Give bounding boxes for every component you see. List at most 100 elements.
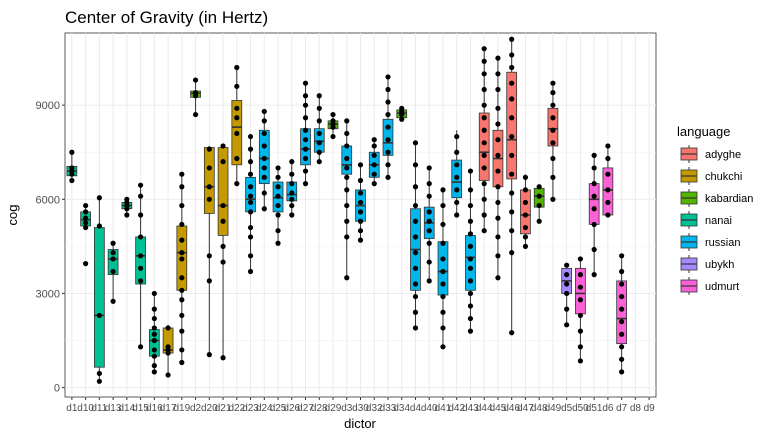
data-point	[468, 316, 473, 321]
data-point	[427, 181, 432, 186]
data-point	[317, 93, 322, 98]
data-point	[262, 175, 267, 180]
legend-label: kabardian	[705, 193, 753, 205]
data-point	[482, 140, 487, 145]
data-point	[509, 115, 514, 120]
data-point	[372, 162, 377, 167]
data-point	[193, 90, 198, 95]
data-point	[605, 187, 610, 192]
data-point	[248, 147, 253, 152]
data-point	[550, 197, 555, 202]
data-point	[495, 234, 500, 239]
data-point	[344, 275, 349, 280]
data-point	[220, 219, 225, 224]
data-point	[468, 278, 473, 283]
data-point	[152, 363, 157, 368]
data-point	[564, 263, 569, 268]
data-point	[303, 156, 308, 161]
data-point	[207, 165, 212, 170]
data-point	[523, 187, 528, 192]
data-point	[413, 184, 418, 189]
data-point	[248, 234, 253, 239]
data-point	[248, 200, 253, 205]
data-point	[592, 206, 597, 211]
data-point	[385, 112, 390, 117]
data-point	[482, 59, 487, 64]
x-tick-label: d51	[586, 403, 603, 414]
x-tick-label: d8	[630, 403, 642, 414]
data-point	[427, 209, 432, 214]
data-point	[413, 310, 418, 315]
data-point	[578, 358, 583, 363]
data-point	[317, 150, 322, 155]
data-point	[578, 344, 583, 349]
data-point	[523, 244, 528, 249]
data-point	[83, 216, 88, 221]
data-point	[537, 184, 542, 189]
data-point	[454, 134, 459, 139]
data-point	[482, 128, 487, 133]
data-point	[372, 143, 377, 148]
x-tick-label: d19	[173, 403, 190, 414]
data-point	[413, 281, 418, 286]
data-point	[289, 212, 294, 217]
legend-label: chukchi	[705, 171, 742, 183]
data-point	[138, 253, 143, 258]
data-point	[605, 156, 610, 161]
data-point	[592, 165, 597, 170]
data-point	[111, 241, 116, 246]
box-body	[589, 184, 599, 225]
data-point	[303, 147, 308, 152]
data-point	[440, 222, 445, 227]
data-point	[482, 46, 487, 51]
data-point	[275, 175, 280, 180]
data-point	[372, 153, 377, 158]
data-point	[303, 93, 308, 98]
data-point	[248, 253, 253, 258]
data-point	[358, 238, 363, 243]
data-point	[413, 294, 418, 299]
data-point	[454, 200, 459, 205]
legend-label: ubykh	[705, 259, 734, 271]
y-axis: 0300060009000	[36, 100, 65, 394]
data-point	[495, 121, 500, 126]
data-point	[440, 344, 445, 349]
data-point	[124, 212, 129, 217]
data-point	[234, 131, 239, 136]
data-point	[440, 256, 445, 261]
data-point	[523, 225, 528, 230]
data-point	[578, 256, 583, 261]
legend-item-chukchi: chukchi	[681, 167, 742, 185]
data-point	[344, 143, 349, 148]
data-point	[275, 241, 280, 246]
data-point	[468, 168, 473, 173]
legend-label: adyghe	[705, 149, 741, 161]
data-point	[275, 184, 280, 189]
data-point	[138, 234, 143, 239]
data-point	[372, 137, 377, 142]
data-point	[605, 172, 610, 177]
data-point	[619, 344, 624, 349]
data-point	[495, 56, 500, 61]
data-point	[592, 222, 597, 227]
data-point	[289, 197, 294, 202]
data-point	[413, 203, 418, 208]
data-point	[358, 162, 363, 167]
data-point	[482, 181, 487, 186]
data-point	[262, 156, 267, 161]
data-point	[303, 103, 308, 108]
data-point	[427, 194, 432, 199]
legend-item-kabardian: kabardian	[681, 189, 753, 207]
data-point	[83, 220, 88, 225]
box-body	[136, 237, 146, 284]
data-point	[179, 172, 184, 177]
data-point	[344, 219, 349, 224]
data-point	[440, 294, 445, 299]
data-point	[138, 183, 143, 188]
data-point	[454, 187, 459, 192]
legend-label: nanai	[705, 215, 732, 227]
data-point	[152, 354, 157, 359]
data-point	[179, 313, 184, 318]
data-point	[248, 184, 253, 189]
data-point	[440, 310, 445, 315]
